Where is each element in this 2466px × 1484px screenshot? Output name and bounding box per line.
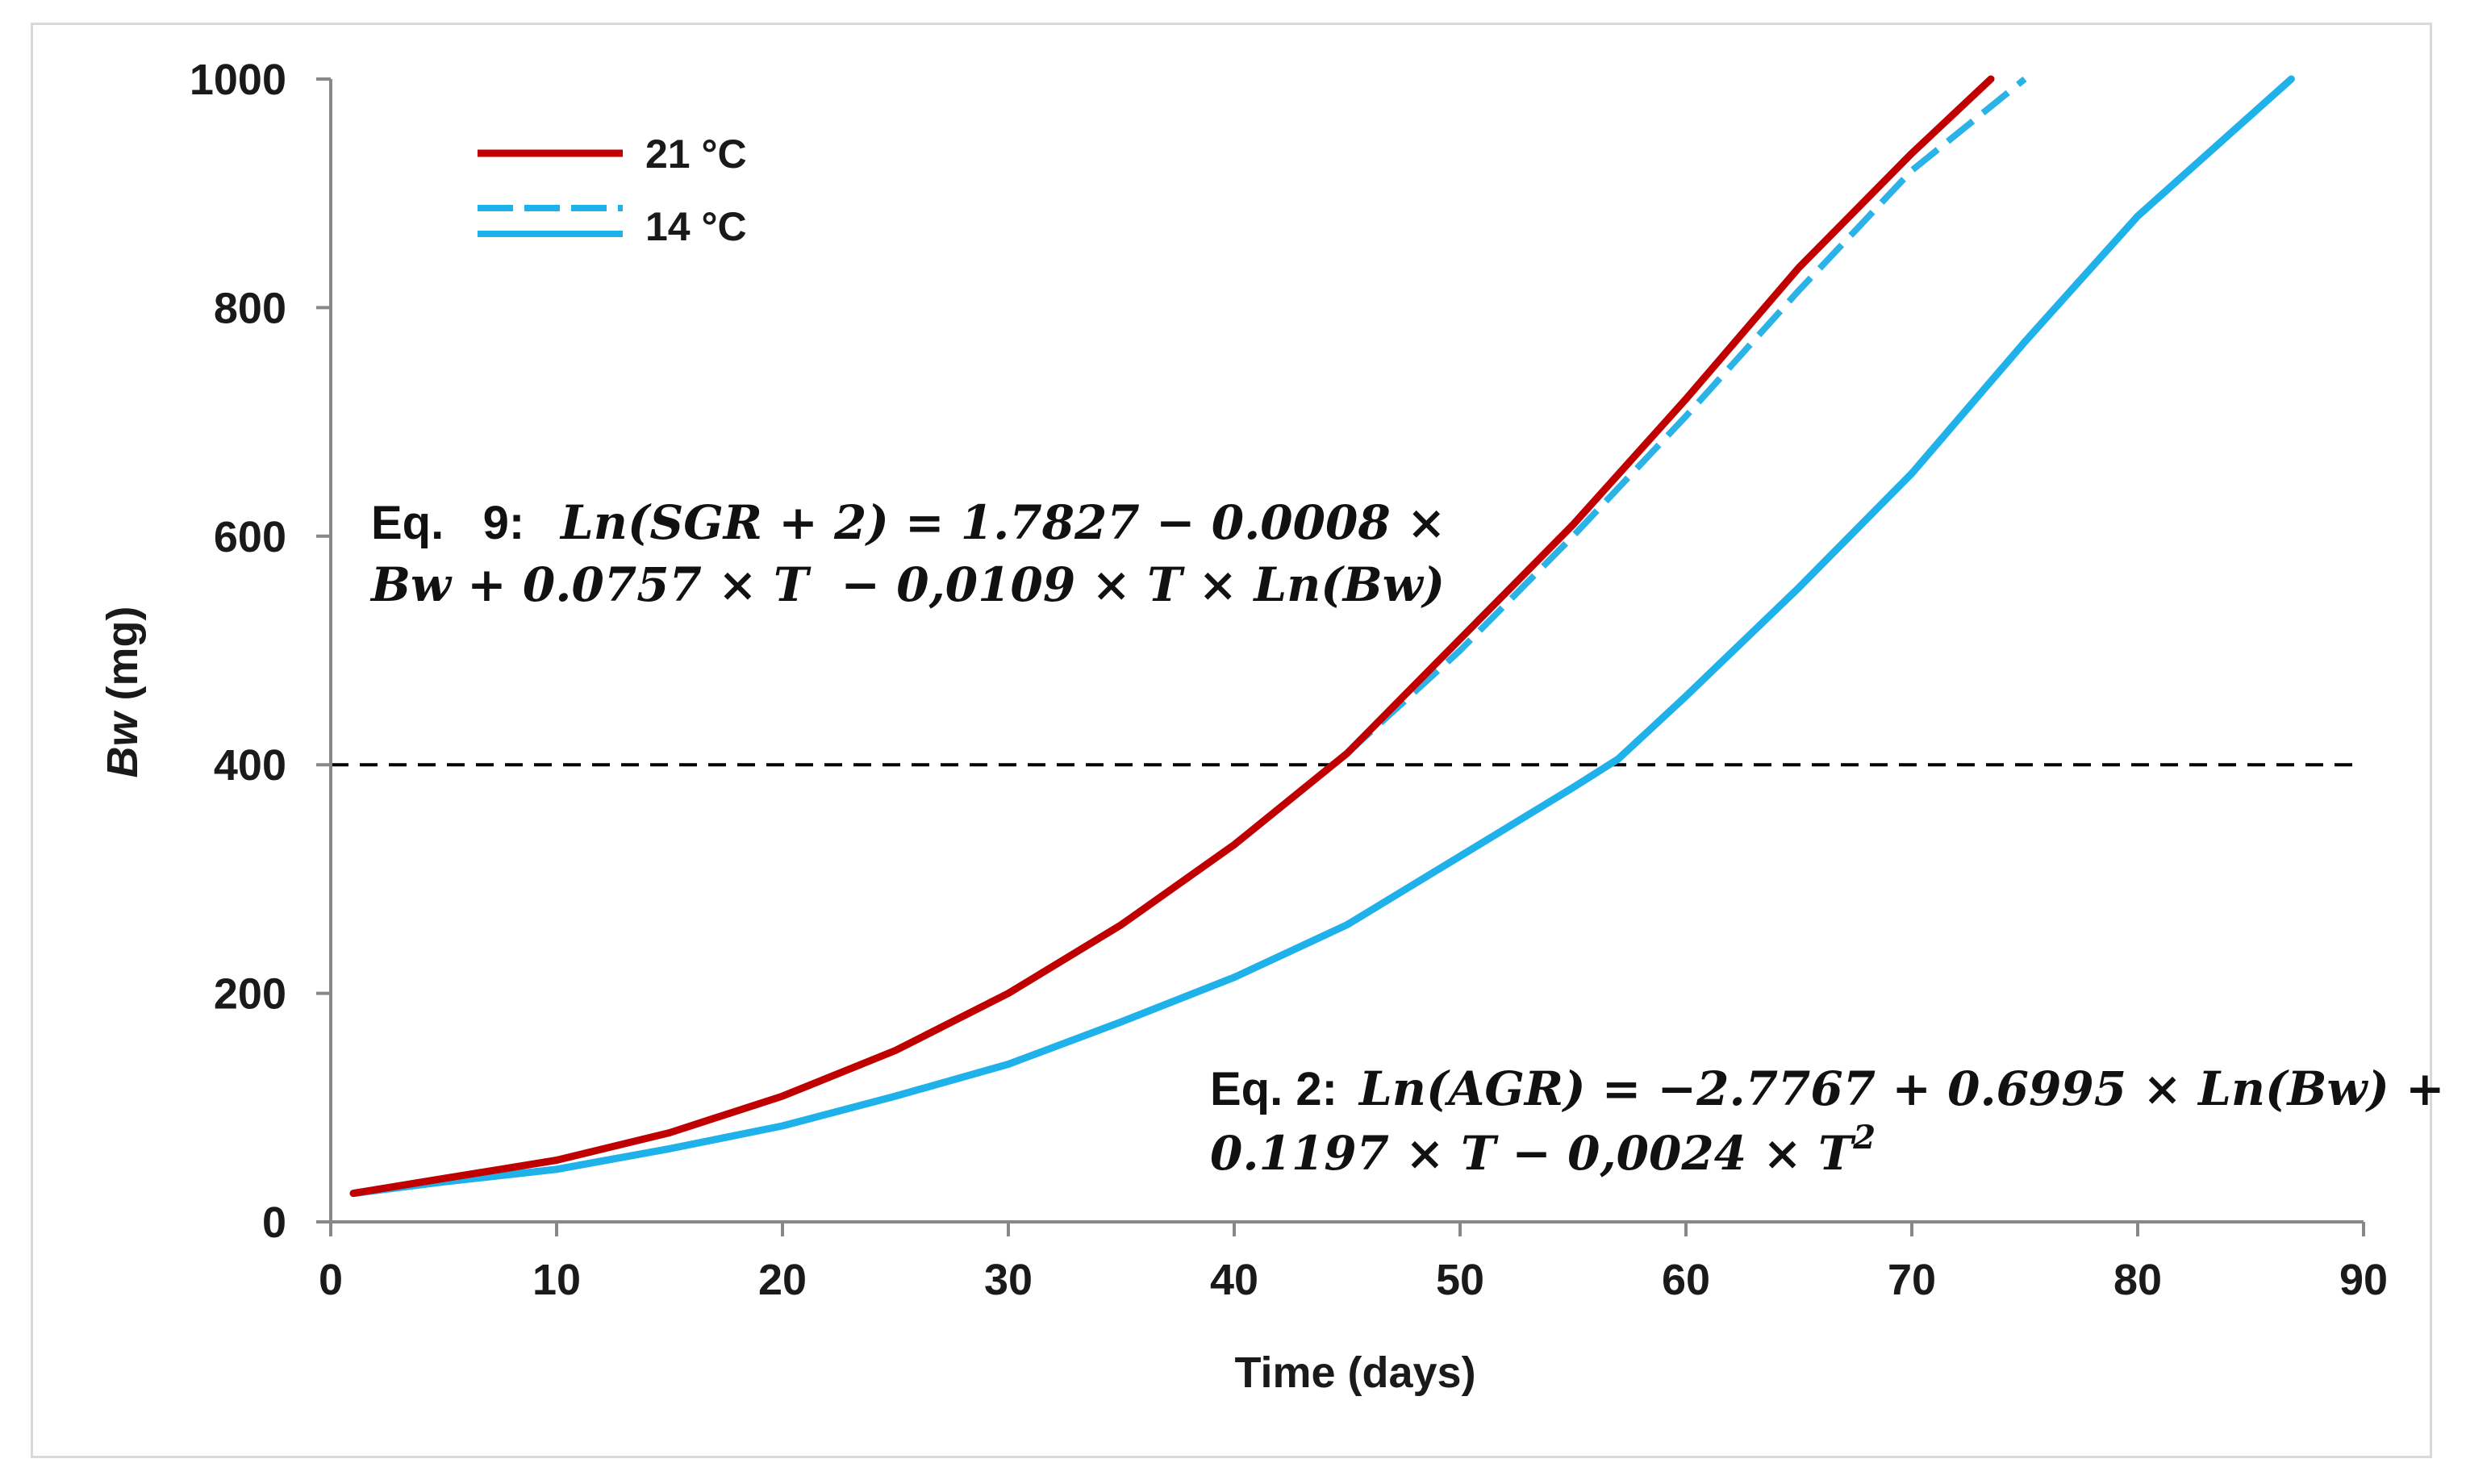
- legend: 21 °C 14 °C: [478, 131, 747, 249]
- x-tick-label: 0: [319, 1256, 343, 1304]
- y-tick-label: 600: [214, 513, 286, 561]
- eq9-prefix: Eq. 9:: [371, 497, 524, 549]
- eq2-prefix: Eq. 2:: [1210, 1063, 1337, 1115]
- eq2-line2-main: 0.1197 × T − 0,0024 × T: [1210, 1126, 1856, 1181]
- x-tick-label: 50: [1436, 1256, 1484, 1304]
- eq9-line2: Bw + 0.0757 × T − 0,0109 × T × Ln(Bw): [369, 557, 1445, 612]
- legend-label-14c: 14 °C: [645, 204, 747, 249]
- eq2-line2: 0.1197 × T − 0,0024 × T2: [1210, 1119, 1876, 1181]
- x-tick-label: 80: [2113, 1256, 2162, 1304]
- y-axis-label-unit: (mg): [98, 607, 147, 713]
- series-line-0: [349, 75, 1995, 1198]
- x-tick-label: 60: [1662, 1256, 1710, 1304]
- legend-label-21c: 21 °C: [645, 131, 747, 177]
- y-tick-label: 200: [214, 970, 286, 1019]
- x-tick-label: 10: [532, 1256, 581, 1304]
- x-tick-label: 70: [1888, 1256, 1936, 1304]
- y-tick-label: 0: [262, 1198, 286, 1247]
- x-tick-label: 30: [984, 1256, 1033, 1304]
- y-tick-label: 800: [214, 284, 286, 332]
- y-tick-label: 1000: [190, 56, 286, 104]
- x-tick-label: 90: [2339, 1256, 2388, 1304]
- eq2-superscript: 2: [1852, 1119, 1876, 1157]
- series-line-1: [1345, 76, 2027, 756]
- x-tick-label: 40: [1210, 1256, 1258, 1304]
- series-line-2: [349, 75, 2295, 1198]
- x-axis-label: Time (days): [1234, 1349, 1475, 1397]
- y-tick-label: 400: [214, 741, 286, 790]
- annotation-eq2: Eq. 2: Ln(AGR) = −2.7767 + 0.6995 × Ln(B…: [1210, 1061, 2445, 1181]
- y-axis-label: Bw (mg): [98, 607, 147, 778]
- annotation-eq9: Eq. 9: Ln(SGR + 2) = 1.7827 − 0.0008 × B…: [369, 495, 1446, 612]
- eq2-line1: Ln(AGR) = −2.7767 + 0.6995 × Ln(Bw) +: [1358, 1061, 2445, 1116]
- eq9-line1: Ln(SGR + 2) = 1.7827 − 0.0008 ×: [559, 495, 1446, 550]
- y-axis-label-var: Bw: [98, 710, 147, 777]
- chart-frame: [31, 23, 2432, 1458]
- x-tick-label: 20: [758, 1256, 807, 1304]
